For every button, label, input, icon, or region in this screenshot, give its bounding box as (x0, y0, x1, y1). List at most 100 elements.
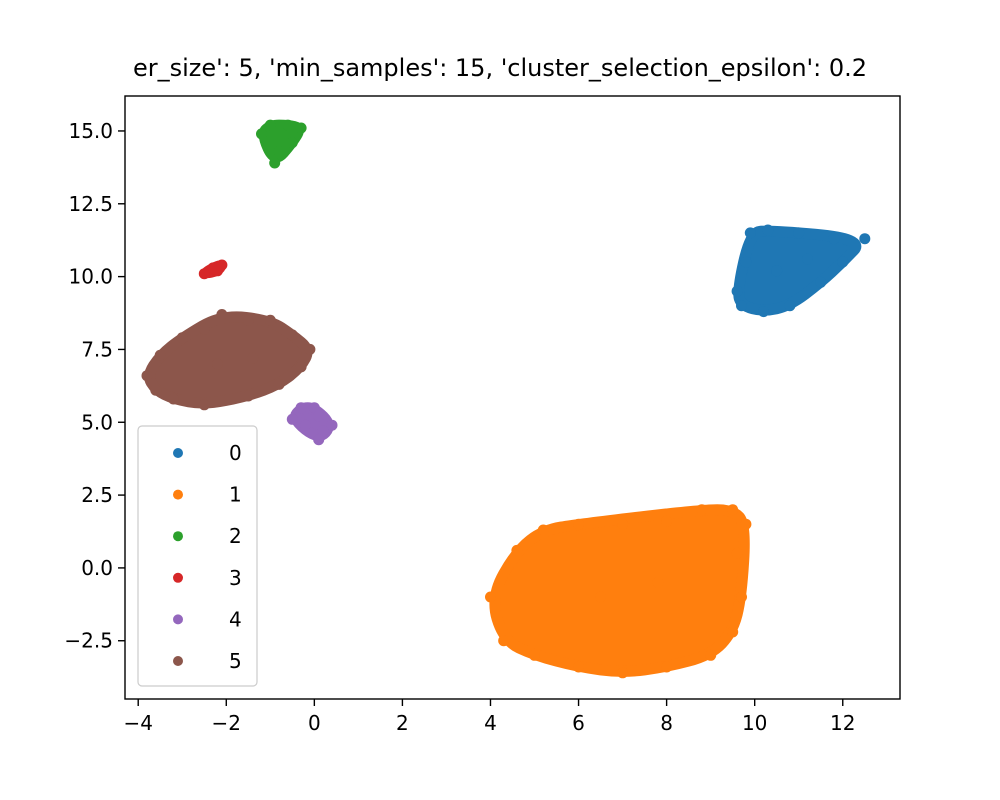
point-cluster-1-0 (485, 591, 496, 603)
point-cluster-4-4 (326, 419, 338, 431)
point-cluster-1-18 (595, 591, 607, 603)
point-cluster-2-4 (286, 137, 298, 149)
point-cluster-4-3 (313, 410, 325, 422)
point-cluster-1-19 (652, 577, 664, 588)
y-tick-label: 10.0 (68, 265, 113, 289)
legend-label-5: 5 (229, 649, 242, 673)
point-cluster-2-1 (264, 119, 276, 131)
point-cluster-1-2 (529, 649, 540, 661)
point-cluster-2-2 (282, 119, 294, 131)
point-cluster-4-0 (286, 413, 298, 425)
x-tick-label: 6 (572, 711, 585, 735)
point-cluster-5-6 (264, 314, 276, 326)
point-cluster-1-11 (727, 504, 739, 516)
point-cluster-0-6 (859, 233, 871, 245)
point-cluster-1-9 (731, 547, 743, 559)
point-cluster-1-17 (511, 544, 523, 556)
point-cluster-1-8 (736, 591, 747, 603)
x-tick-label: 10 (742, 711, 767, 735)
x-tick-label: 0 (308, 711, 321, 735)
point-cluster-0-13 (802, 253, 813, 265)
x-tick-label: −4 (123, 711, 152, 735)
point-cluster-2-6 (269, 157, 281, 169)
point-cluster-5-3 (198, 323, 210, 335)
point-cluster-2-3 (295, 122, 307, 134)
point-cluster-0-9 (784, 300, 796, 312)
point-cluster-5-14 (150, 384, 162, 396)
point-cluster-1-1 (498, 635, 510, 647)
point-cluster-1-3 (573, 661, 585, 673)
legend-marker-3 (173, 572, 183, 583)
point-cluster-5-2 (176, 332, 188, 344)
point-cluster-3-3 (212, 265, 223, 277)
point-cluster-4-5 (317, 425, 329, 437)
point-cluster-0-5 (828, 233, 840, 245)
point-cluster-0-12 (771, 265, 783, 277)
point-cluster-5-15 (212, 358, 223, 370)
legend-label-4: 4 (229, 607, 242, 631)
cluster-1-region (489, 504, 750, 677)
point-cluster-1-16 (537, 524, 549, 536)
point-cluster-2-0 (256, 128, 267, 140)
chart-title: er_size': 5, 'min_samples': 15, 'cluster… (133, 54, 867, 82)
point-cluster-1-12 (696, 504, 708, 516)
point-cluster-4-1 (295, 402, 307, 414)
y-tick-label: 7.5 (81, 337, 113, 361)
point-cluster-5-13 (167, 393, 179, 405)
point-cluster-5-8 (304, 343, 316, 355)
point-cluster-1-5 (661, 661, 673, 673)
x-tick-label: 8 (660, 711, 673, 735)
point-cluster-1-6 (705, 649, 717, 661)
point-cluster-5-5 (242, 314, 254, 326)
legend-marker-0 (173, 448, 183, 458)
x-tick-label: −2 (212, 711, 241, 735)
point-cluster-0-8 (815, 276, 827, 288)
x-tick-label: 12 (830, 711, 855, 735)
point-cluster-0-0 (731, 285, 743, 297)
point-cluster-5-9 (295, 361, 307, 373)
point-cluster-4-2 (308, 402, 320, 414)
y-tick-label: 5.0 (81, 410, 113, 434)
point-cluster-5-7 (286, 329, 298, 341)
x-tick-label: 4 (484, 711, 497, 735)
y-tick-label: 2.5 (81, 483, 113, 507)
point-cluster-5-1 (154, 349, 166, 361)
point-cluster-2-5 (273, 145, 285, 157)
point-cluster-1-13 (661, 515, 673, 527)
point-cluster-5-0 (141, 370, 153, 382)
point-cluster-5-10 (273, 378, 285, 390)
plot-area (141, 119, 871, 679)
point-cluster-5-12 (198, 399, 210, 411)
point-cluster-1-4 (617, 667, 629, 679)
point-cluster-0-10 (758, 306, 769, 318)
y-axis: −2.5 0.0 2.5 5.0 7.5 10.0 12.5 15.0 (64, 119, 125, 653)
legend-box (137, 425, 258, 687)
legend-marker-2 (173, 531, 183, 542)
legend-label-1: 1 (229, 483, 242, 507)
point-cluster-5-4 (216, 309, 228, 320)
point-cluster-0-2 (744, 227, 756, 239)
point-cluster-0-3 (762, 224, 774, 236)
y-tick-label: 12.5 (68, 192, 113, 216)
legend: 0 1 2 3 4 5 (137, 425, 258, 687)
point-cluster-0-7 (837, 256, 849, 268)
legend-label-0: 0 (229, 441, 242, 465)
legend-marker-5 (173, 656, 183, 666)
legend-label-3: 3 (229, 566, 242, 590)
cluster-2-region (258, 119, 304, 163)
point-cluster-0-4 (793, 227, 805, 239)
point-cluster-1-10 (740, 518, 752, 530)
point-cluster-1-7 (727, 626, 739, 638)
y-tick-label: −2.5 (64, 629, 113, 653)
point-cluster-5-11 (242, 390, 254, 402)
point-cluster-1-15 (573, 518, 585, 530)
y-tick-label: 15.0 (68, 119, 113, 143)
point-cluster-0-11 (736, 300, 747, 312)
point-cluster-1-14 (617, 518, 629, 530)
legend-label-2: 2 (229, 524, 242, 548)
point-layer (141, 119, 871, 679)
point-cluster-4-7 (300, 419, 311, 431)
point-cluster-0-1 (740, 256, 752, 268)
point-cluster-5-16 (247, 352, 259, 364)
